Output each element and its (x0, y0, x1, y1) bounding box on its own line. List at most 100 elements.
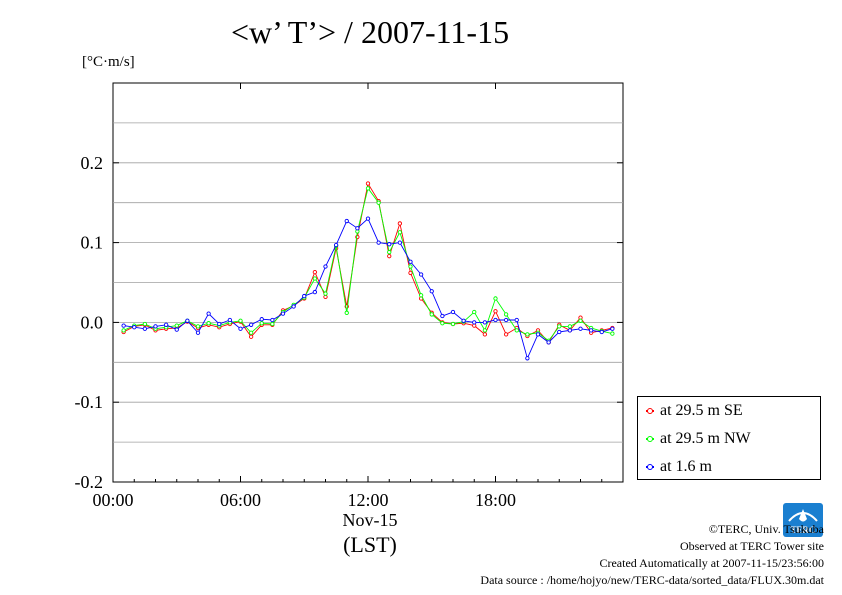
series-layer (121, 181, 615, 361)
data-point (259, 321, 264, 326)
data-point (525, 332, 530, 337)
data-point (493, 317, 498, 323)
data-point (206, 311, 211, 316)
logo-drop-icon (799, 509, 807, 522)
legend-label-nw: at 29.5 m NW (660, 430, 751, 447)
data-point (450, 309, 456, 315)
x-tick-label: 12:00 (347, 490, 388, 510)
data-point (217, 321, 222, 327)
data-point (132, 325, 137, 330)
data-point (472, 320, 477, 325)
data-point (482, 328, 488, 333)
data-point (248, 334, 254, 339)
legend-item-nw: at 29.5 m NW (646, 429, 751, 449)
data-point (503, 312, 509, 317)
data-point (482, 320, 488, 325)
legend: at 29.5 m SE at 29.5 m NW at 1.6 m (637, 396, 821, 480)
series-1 (121, 186, 615, 343)
data-point (525, 356, 530, 361)
data-point (312, 289, 318, 295)
data-point (557, 324, 562, 329)
x-tick-label: 00:00 (92, 490, 133, 510)
y-tick-label: 0.1 (81, 233, 104, 253)
data-point (291, 304, 296, 309)
data-point (514, 328, 519, 333)
data-point (142, 321, 148, 327)
x-axis-timezone-label: (LST) (343, 532, 397, 557)
data-point (408, 264, 413, 269)
data-point (259, 317, 264, 322)
data-point (312, 269, 318, 275)
x-axis-date-label: Nov-15 (342, 510, 398, 530)
data-point (121, 328, 126, 333)
data-point (206, 321, 211, 326)
data-point (418, 293, 424, 298)
legend-label-se: at 29.5 m SE (660, 402, 743, 419)
data-point (514, 317, 519, 323)
y-tick-label: -0.1 (75, 392, 104, 412)
footer-created: Created Automatically at 2007-11-15/23:5… (599, 556, 824, 570)
x-axis: 00:00 06:00 12:00 18:00 (92, 83, 603, 510)
data-point (397, 240, 403, 245)
data-point (195, 324, 201, 329)
data-point (482, 332, 488, 337)
data-point (440, 313, 445, 319)
legend-swatch-nw (646, 436, 654, 442)
data-point (163, 322, 169, 327)
y-axis: 0.2 0.1 0.0 -0.1 -0.2 (75, 153, 623, 492)
series-line (123, 217, 613, 360)
data-point (355, 226, 360, 231)
data-point (302, 293, 307, 299)
data-point (387, 242, 392, 247)
data-point (333, 242, 339, 248)
data-point (397, 221, 403, 226)
data-point (546, 340, 551, 345)
data-point (408, 270, 413, 276)
legend-swatch-low (646, 464, 654, 470)
y-tick-label: -0.2 (75, 472, 104, 492)
legend-label-low: at 1.6 m (660, 458, 712, 475)
data-point (248, 322, 254, 327)
data-point (599, 329, 604, 335)
data-point (535, 332, 541, 337)
data-point (493, 296, 498, 301)
data-point (195, 330, 201, 335)
data-point (270, 317, 275, 323)
data-point (387, 250, 392, 255)
series-line (123, 187, 613, 342)
data-point (174, 323, 179, 328)
data-point (440, 321, 445, 326)
data-point (610, 326, 615, 331)
x-tick-label: 06:00 (220, 490, 261, 510)
data-point (365, 181, 371, 186)
data-point (408, 259, 413, 264)
data-point (567, 328, 573, 333)
legend-item-se: at 29.5 m SE (646, 401, 743, 421)
data-point (578, 326, 583, 331)
terc-logo: TERC (783, 503, 823, 537)
y-axis-unit: [°C·m/s] (82, 54, 135, 70)
footer-observed: Observed at TERC Tower site (679, 539, 824, 553)
legend-swatch-se (646, 408, 654, 414)
data-point (248, 330, 254, 335)
gridlines (113, 122, 623, 443)
data-point (429, 289, 434, 294)
footer-source: Data source : /home/hojyo/new/TERC-data/… (480, 573, 824, 587)
data-point (567, 324, 573, 329)
data-point (185, 318, 190, 323)
data-point (429, 312, 434, 317)
series-2 (121, 216, 615, 361)
series-0 (121, 181, 615, 345)
data-point (312, 276, 318, 281)
data-point (344, 218, 349, 224)
data-point (610, 331, 615, 336)
data-point (387, 254, 392, 259)
x-tick-label: 18:00 (475, 490, 516, 510)
data-point (280, 311, 286, 316)
data-point (503, 332, 509, 337)
data-point (578, 318, 583, 323)
footer-copyright: ©TERC, Univ. Tsukuba (708, 522, 824, 536)
data-point (472, 309, 477, 315)
data-point (238, 326, 243, 331)
